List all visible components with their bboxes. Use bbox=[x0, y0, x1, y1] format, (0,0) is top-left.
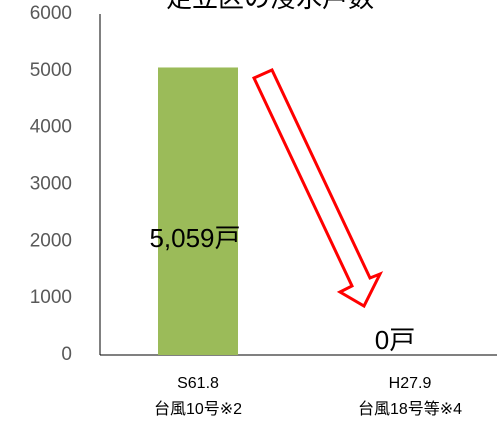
x-tick-label: 台風10号※2 bbox=[154, 400, 242, 418]
y-tick-label: 4000 bbox=[30, 117, 72, 138]
x-tick-label: H27.9 bbox=[389, 375, 432, 392]
chart-title: 足立区の浸水戸数 bbox=[166, 0, 374, 13]
y-tick-label: 5000 bbox=[30, 60, 72, 81]
y-tick-label: 1000 bbox=[30, 287, 72, 308]
y-tick-label: 2000 bbox=[30, 230, 72, 251]
y-tick-label: 0 bbox=[61, 344, 72, 365]
x-tick-label: S61.8 bbox=[177, 375, 219, 392]
y-tick-label: 6000 bbox=[30, 3, 72, 24]
y-tick-label: 3000 bbox=[30, 174, 72, 195]
arrow bbox=[251, 68, 384, 309]
bar bbox=[158, 67, 238, 355]
x-tick-label: 台風18号等※4 bbox=[358, 400, 462, 418]
value-label: 0戸 bbox=[375, 325, 415, 355]
value-label: 5,059戸 bbox=[149, 223, 240, 253]
